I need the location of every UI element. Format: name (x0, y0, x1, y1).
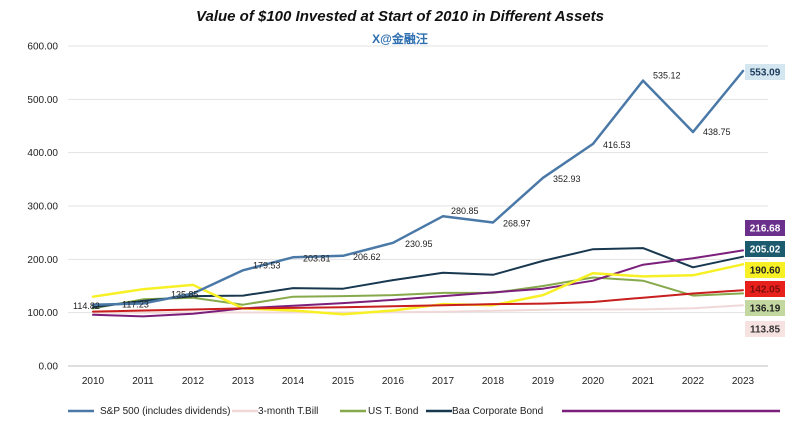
x-tick-label: 2015 (332, 376, 355, 387)
data-label: 438.75 (703, 127, 731, 137)
data-label: 268.97 (503, 219, 531, 229)
end-value-label: 142.05 (750, 285, 781, 296)
data-label: 203.81 (303, 253, 331, 263)
end-label-box (745, 281, 785, 297)
x-tick-label: 2018 (482, 376, 505, 387)
data-label: 117.23 (122, 299, 149, 309)
end-value-label: 190.60 (750, 266, 781, 277)
data-label: 114.82 (73, 301, 100, 311)
x-tick-label: 2021 (632, 376, 655, 387)
legend-entry: Baa Corporate Bond (452, 406, 543, 417)
end-label-box (745, 241, 785, 257)
series-lines (91, 69, 745, 318)
axes: 0.00 100.00 200.00 300.00 400.00 500.00 600.00… (27, 42, 754, 388)
x-tick-label: 2017 (432, 376, 455, 387)
end-label-box (745, 321, 785, 337)
legend-entry: S&P 500 (includes dividends) (100, 406, 230, 417)
x-tick-label: 2019 (532, 376, 555, 387)
series-line-3 (92, 247, 744, 309)
data-label: 535.12 (653, 71, 681, 81)
end-value-label: 136.19 (750, 304, 781, 315)
series-line-6 (92, 289, 744, 313)
y-tick-label: 500.00 (27, 95, 58, 106)
y-tick-label: 400.00 (27, 148, 58, 159)
chart-title: Value of $100 Invested at Start of 2010 … (196, 8, 604, 25)
x-tick-label: 2016 (382, 376, 405, 387)
data-label: 230.95 (405, 239, 433, 249)
legend-entry: US T. Bond (368, 406, 418, 417)
data-label: 206.62 (353, 252, 381, 262)
y-tick-label: 600.00 (27, 42, 58, 53)
end-value-label: 113.85 (750, 325, 780, 336)
x-tick-label: 2011 (132, 376, 154, 387)
legend: S&P 500 (includes dividends) 3-month T.Bi… (68, 406, 780, 417)
data-label: 416.53 (603, 140, 631, 150)
x-tick-label: 2010 (82, 376, 105, 387)
y-tick-label: 200.00 (27, 255, 58, 266)
data-labels: 114.82 117.23 135.85 179.53 203.81 206.62 230.… (73, 64, 785, 337)
data-label: 135.85 (171, 290, 199, 300)
x-tick-label: 2013 (232, 376, 255, 387)
gridlines (68, 45, 768, 367)
y-tick-label: 0.00 (39, 362, 59, 373)
series-line-2 (92, 276, 744, 310)
x-tick-label: 2023 (732, 376, 755, 387)
end-value-label: 205.02 (750, 245, 781, 256)
chart-subtitle: X@金融汪 (372, 32, 428, 46)
x-tick-label: 2022 (682, 376, 705, 387)
data-label: 179.53 (253, 260, 281, 270)
x-tick-label: 2014 (282, 376, 305, 387)
series-line-0 (91, 69, 745, 307)
data-label: 280.85 (451, 206, 479, 216)
y-tick-label: 300.00 (27, 202, 58, 213)
x-tick-label: 2020 (582, 376, 605, 387)
x-tick-label: 2012 (182, 376, 205, 387)
end-value-label: 553.09 (750, 68, 781, 79)
end-value-label: 216.68 (750, 224, 781, 235)
end-label-box (745, 64, 785, 80)
series-line-4 (92, 249, 744, 318)
data-label: 352.93 (553, 174, 581, 184)
y-tick-label: 100.00 (27, 308, 58, 319)
end-label-box (745, 300, 785, 316)
end-label-box (745, 220, 785, 236)
end-label-box (745, 262, 785, 278)
legend-entry: 3-month T.Bill (258, 406, 318, 417)
